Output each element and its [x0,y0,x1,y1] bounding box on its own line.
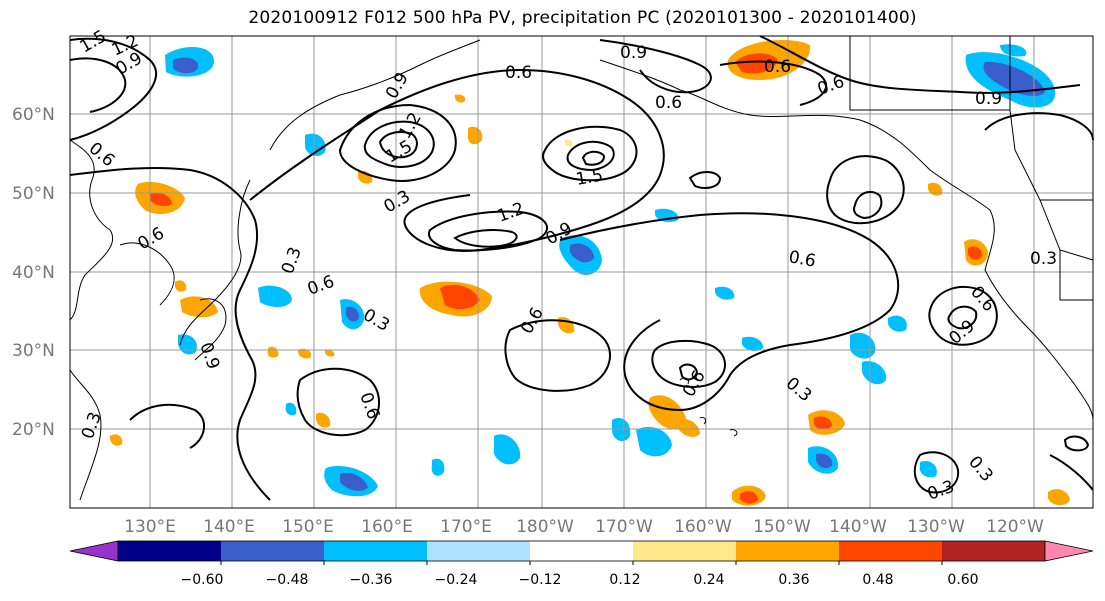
colorbar-extend-low [69,540,119,562]
colorbar-segment [427,541,531,561]
lon-label: 150°W [753,517,811,537]
lon-label: 170°E [440,517,492,537]
colorbar-label: −0.60 [181,572,224,588]
lon-label: 140°E [203,517,255,537]
contour-label: 0.6 [787,247,817,271]
lon-label: 140°W [829,517,887,537]
colorbar-segment [324,541,428,561]
colorbar-segment [839,541,943,561]
pv-contours [69,35,1094,501]
lon-label: 130°E [124,517,176,537]
lon-axis: 130°E 140°E 150°E 160°E 170°E 180°W 170°… [124,517,1044,537]
contour-label: 0.6 [505,63,532,83]
colorbar-segment [530,541,634,561]
lon-label: 180°W [516,517,574,537]
colorbar-label: −0.12 [519,572,562,588]
colorbar-label: −0.48 [266,572,309,588]
colorbar-segment [633,541,737,561]
contour-label: 0.6 [764,57,791,77]
colorbar-label: −0.36 [350,572,393,588]
colorbar-labels: −0.60 −0.48 −0.36 −0.24 −0.12 0.12 0.24 … [181,572,979,588]
colorbar: −0.60 −0.48 −0.36 −0.24 −0.12 0.12 0.24 … [69,540,1094,588]
contour-label: 0.9 [620,43,647,63]
colorbar-segment [942,541,1046,561]
contour-label: 0.3 [1030,249,1057,269]
lat-axis: 60°N 50°N 40°N 30°N 20°N [12,105,55,440]
colorbar-segment [221,541,325,561]
map-title: 2020100912 F012 500 hPa PV, precipitatio… [248,8,917,28]
colorbar-segment [736,541,840,561]
graticule [70,36,1093,508]
colorbar-label: 0.60 [947,572,978,588]
lat-label: 40°N [12,263,55,283]
contour-label: 0.6 [655,93,682,113]
colorbar-label: 0.24 [693,572,724,588]
precip-shading [110,40,1070,506]
colorbar-label: 0.12 [609,572,640,588]
lat-label: 60°N [12,105,55,125]
colorbar-label: 0.48 [862,572,893,588]
contour-label: 1.5 [574,166,604,190]
lon-label: 170°W [595,517,653,537]
lat-label: 50°N [12,184,55,204]
contour-label: 0.9 [975,89,1002,109]
lon-label: 160°E [361,517,413,537]
lat-label: 30°N [12,341,55,361]
colorbar-label: −0.24 [435,572,478,588]
lon-label: 120°W [986,517,1044,537]
colorbar-extend-high [1044,540,1094,562]
lon-label: 160°W [674,517,732,537]
lon-label: 150°E [282,517,334,537]
coastlines [69,36,1094,501]
lat-label: 20°N [12,420,55,440]
map-frame [69,35,1094,509]
colorbar-segment [118,541,222,561]
lon-label: 130°W [907,517,965,537]
colorbar-label: 0.36 [778,572,809,588]
